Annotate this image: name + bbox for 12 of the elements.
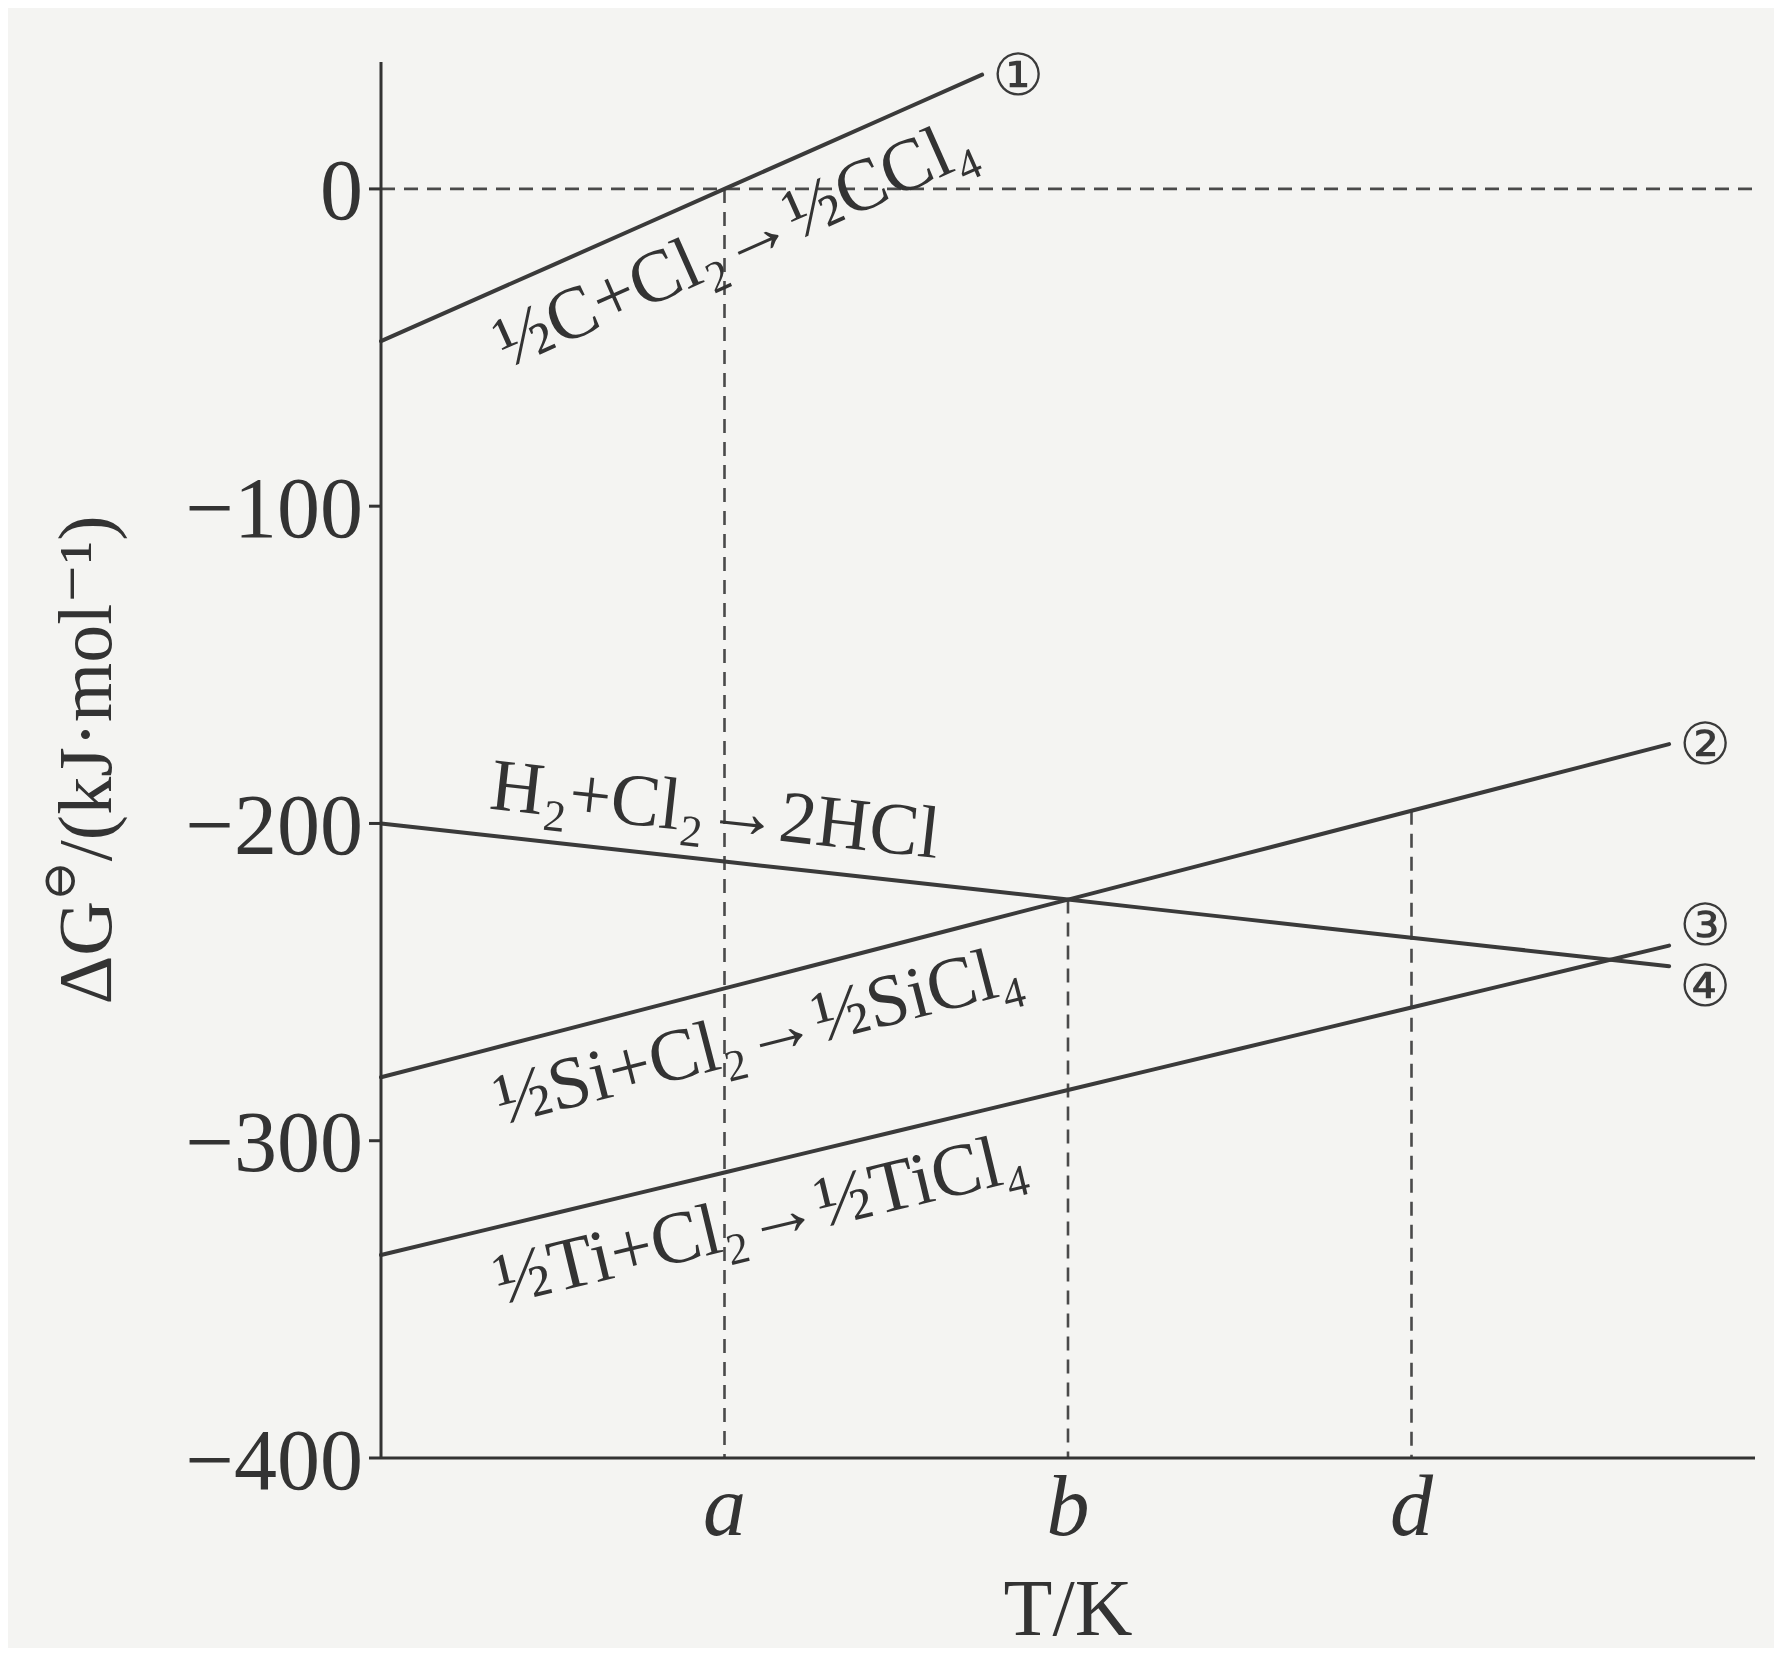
series-label: ① xyxy=(992,40,1045,109)
annotation: H₂+Cl₂→2HCl xyxy=(486,742,944,874)
y-tick-label: −300 xyxy=(185,1094,363,1191)
y-tick-label: −100 xyxy=(185,459,363,556)
y-tick-label: −400 xyxy=(185,1411,363,1508)
series-label: ② xyxy=(1679,710,1732,779)
x-tick-label: d xyxy=(1390,1458,1434,1555)
x-tick-label: b xyxy=(1046,1458,1090,1555)
x-tick-label: a xyxy=(703,1458,746,1555)
x-axis-title: T/K xyxy=(1003,1564,1133,1652)
y-tick-label: −200 xyxy=(185,776,363,873)
y-tick-label: 0 xyxy=(320,142,363,239)
